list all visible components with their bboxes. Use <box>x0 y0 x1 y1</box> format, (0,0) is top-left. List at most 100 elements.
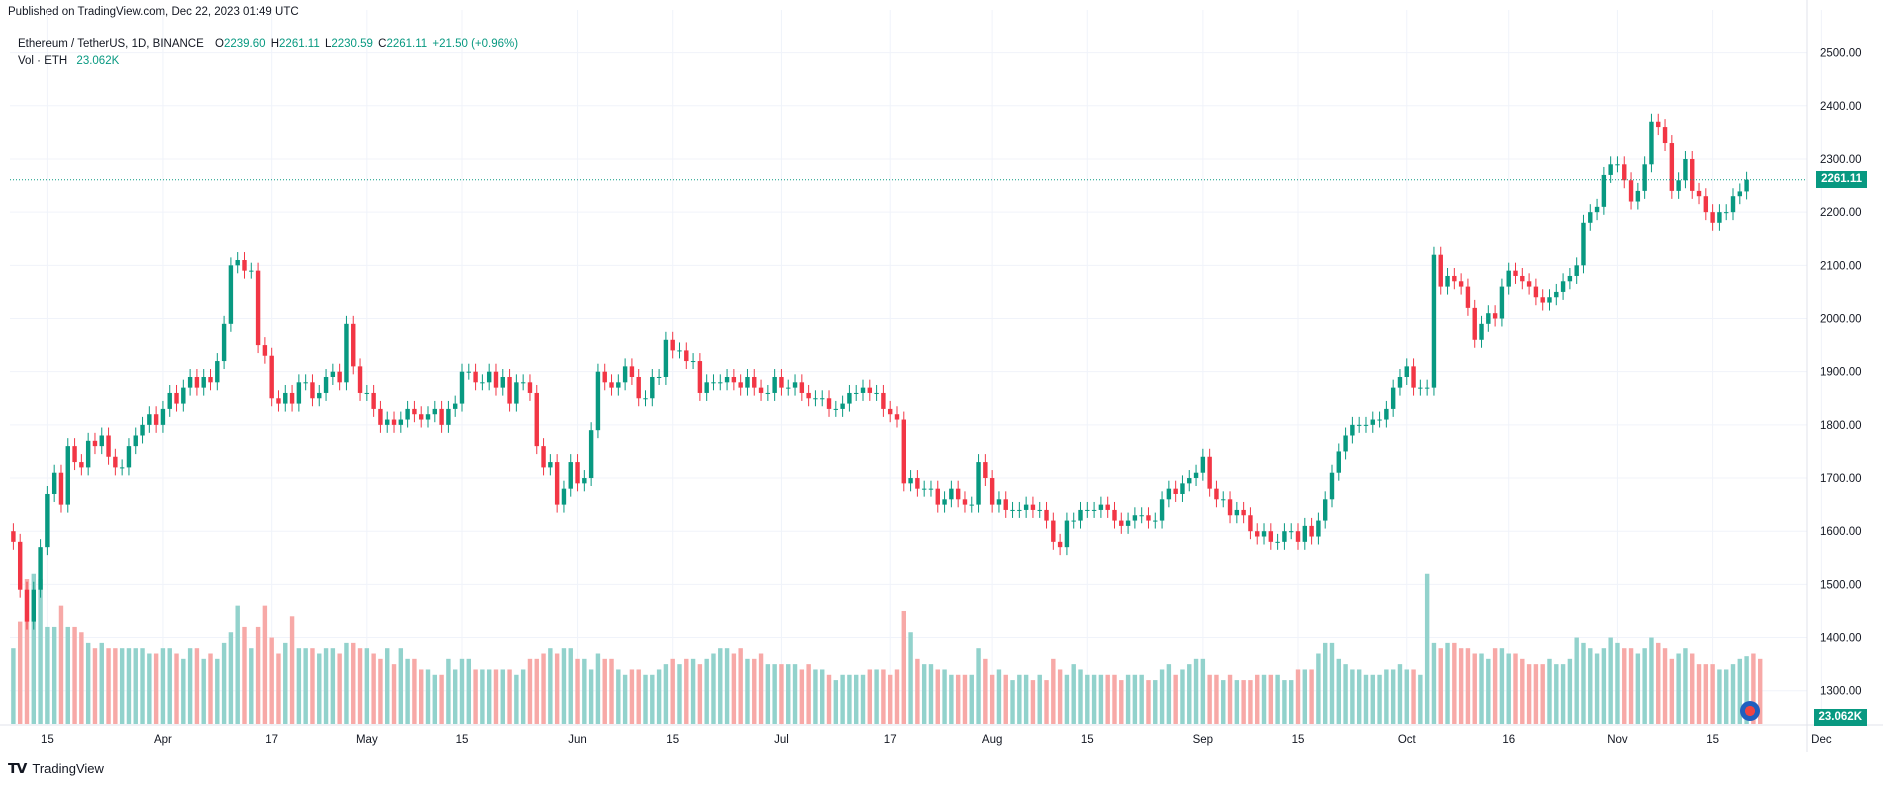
volume-bar <box>622 674 628 724</box>
candle-body <box>860 387 866 393</box>
candle-body <box>976 462 981 505</box>
volume-bar <box>174 653 179 724</box>
candle-body <box>1125 520 1131 526</box>
time-tick-label: 15 <box>1292 734 1305 746</box>
volume-bar <box>1316 653 1321 724</box>
candle-body <box>310 382 315 399</box>
candle-body <box>1581 222 1586 266</box>
candle-body <box>554 462 560 505</box>
volume-bar <box>486 669 492 724</box>
candle-body <box>1105 504 1110 510</box>
candle-body <box>915 478 920 489</box>
volume-bar <box>1472 653 1477 724</box>
volume-bar <box>1370 674 1375 724</box>
candle-body <box>1071 520 1076 522</box>
volume-bar <box>215 658 220 724</box>
tradingview-logo-icon[interactable]: 𝗧𝗩 <box>8 760 27 776</box>
candle-body <box>1261 531 1267 537</box>
candle-body <box>1418 387 1423 389</box>
volume-bar <box>1730 664 1736 724</box>
price-tick-label: 2400.00 <box>1820 101 1862 113</box>
volume-bar <box>473 669 478 724</box>
candle-body <box>887 408 893 415</box>
candle-body <box>1241 509 1246 516</box>
candle-body <box>1492 313 1498 319</box>
candle-body <box>1221 499 1226 501</box>
volume-bar <box>1051 658 1056 724</box>
candle-body <box>1554 291 1559 298</box>
volume-bar <box>296 648 302 724</box>
volume-bar <box>1540 664 1545 724</box>
volume-bar <box>1261 674 1267 724</box>
candle-body <box>1336 451 1341 473</box>
candle-body <box>840 403 845 409</box>
volume-bar <box>1642 648 1647 724</box>
candle-body <box>1030 504 1036 510</box>
legend-high-value: 2261.11 <box>279 38 320 50</box>
candle-body <box>792 382 798 388</box>
candle-body <box>1139 515 1144 517</box>
candle-body <box>58 472 64 505</box>
candle-body <box>133 435 138 447</box>
volume-bar <box>1601 648 1607 724</box>
candle-body <box>996 499 1002 505</box>
candle-body <box>1227 499 1233 516</box>
legend-high-label: H <box>270 38 280 50</box>
candle-body <box>1438 254 1443 287</box>
volume-bar <box>425 669 431 724</box>
candle-body <box>493 371 499 388</box>
volume-bar <box>17 621 23 724</box>
footer-brand[interactable]: TradingView <box>32 761 104 776</box>
volume-bar <box>480 669 485 724</box>
candle-body <box>1023 504 1029 510</box>
volume-bar <box>514 674 519 724</box>
candle-body <box>249 270 254 272</box>
time-tick-label: Aug <box>982 734 1002 746</box>
candle-body <box>85 440 91 468</box>
volume-bar <box>1635 653 1641 724</box>
candle-body <box>901 419 906 484</box>
us-flag-icon[interactable] <box>1740 701 1760 721</box>
candle-body <box>337 371 342 383</box>
candle-body <box>786 387 791 389</box>
candle-body <box>65 446 70 505</box>
legend-volume-label: Vol · ETH <box>18 55 68 67</box>
volume-bar <box>1248 680 1253 724</box>
legend-open-label: O <box>214 38 224 50</box>
volume-bar <box>670 658 675 724</box>
legend-symbol: Ethereum / TetherUS, 1D, BINANCE <box>18 38 204 50</box>
volume-bar <box>840 674 845 724</box>
volume-bar <box>459 658 465 724</box>
candle-body <box>1316 520 1321 537</box>
candle-body <box>1051 520 1056 542</box>
volume-bar <box>1717 669 1722 724</box>
candle-body <box>1112 509 1117 521</box>
candle-body <box>147 414 152 425</box>
price-tick-label: 2300.00 <box>1820 154 1862 166</box>
volume-bar <box>1418 674 1423 724</box>
candle-body <box>317 392 322 399</box>
candle-body <box>1628 180 1634 202</box>
volume-bar <box>894 669 900 724</box>
volume-bar <box>629 669 635 724</box>
candle-body <box>323 377 329 393</box>
volume-bar <box>955 674 961 724</box>
volume-bar <box>330 648 336 724</box>
candle-body <box>276 398 281 404</box>
volume-bar <box>874 669 879 724</box>
volume-bar <box>738 648 743 724</box>
candle-body <box>126 446 132 468</box>
candle-body <box>1662 127 1668 144</box>
candle-body <box>1282 531 1287 542</box>
candle-body <box>167 392 172 409</box>
volume-bar <box>385 648 390 724</box>
volume-bar <box>969 674 974 724</box>
candle-body <box>17 541 23 590</box>
candle-body <box>772 377 777 393</box>
volume-bar <box>677 664 682 724</box>
volume-bar <box>772 664 777 724</box>
candle-body <box>289 392 295 404</box>
candle-body <box>425 414 431 420</box>
volume-bar <box>976 648 981 724</box>
